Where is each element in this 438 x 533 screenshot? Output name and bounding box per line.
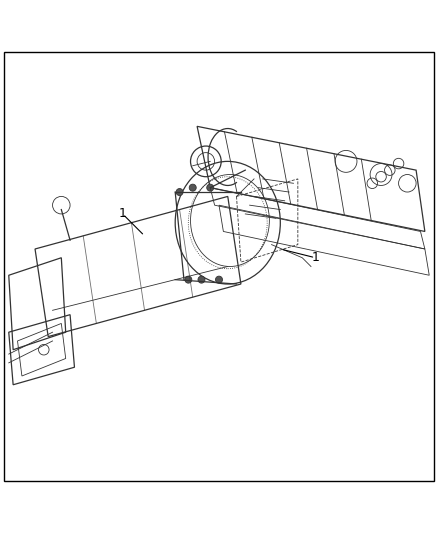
Circle shape	[189, 184, 196, 191]
Circle shape	[198, 276, 205, 283]
Circle shape	[185, 276, 192, 283]
Text: 1: 1	[311, 251, 319, 264]
Circle shape	[215, 276, 223, 283]
Text: 1: 1	[119, 207, 127, 221]
Circle shape	[207, 184, 214, 191]
Circle shape	[176, 189, 183, 196]
